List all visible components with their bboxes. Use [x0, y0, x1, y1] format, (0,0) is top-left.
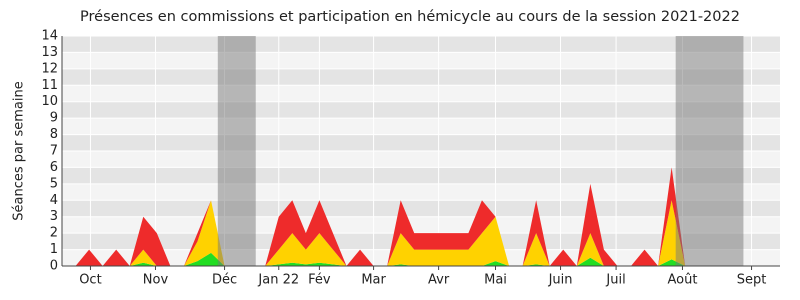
x-tick-label: Mar: [361, 273, 386, 288]
area: [75, 200, 767, 266]
shaded-period: [675, 36, 744, 266]
chart-title: Présences en commissions et participatio…: [80, 9, 740, 25]
y-tick-label: 14: [41, 29, 58, 44]
y-tick-label: 13: [41, 45, 58, 60]
y-tick-label: 3: [50, 209, 58, 224]
shaded-period: [217, 36, 256, 266]
y-tick-label: 0: [50, 259, 58, 274]
x-tick-label: Sept: [737, 273, 767, 288]
y-tick-label: 12: [41, 61, 58, 76]
y-axis-label: Séances par semaine: [12, 81, 27, 220]
grid-band: [62, 118, 780, 135]
x-tick-label: Déc: [212, 273, 237, 288]
x-tick-label: Avr: [428, 273, 450, 288]
y-tick-label: 8: [50, 127, 58, 142]
y-tick-label: 1: [50, 242, 58, 257]
grid-band: [62, 151, 780, 168]
x-tick-label: Jan 22: [257, 273, 299, 288]
x-tick-label: Mai: [484, 273, 507, 288]
x-tick-label: Juin: [548, 273, 573, 288]
y-tick-label: 9: [50, 111, 58, 126]
y-tick-label: 10: [41, 94, 58, 109]
grid-band: [62, 36, 780, 53]
y-tick-label: 7: [50, 144, 58, 159]
x-tick-label: Fév: [308, 273, 331, 288]
y-tick-label: 5: [50, 176, 58, 191]
x-tick-label: Juil: [605, 273, 625, 288]
x-tick-label: Oct: [79, 273, 101, 288]
x-tick-label: Nov: [143, 273, 169, 288]
area: [75, 252, 767, 266]
y-tick-label: 4: [50, 193, 58, 208]
y-tick-label: 6: [50, 160, 58, 175]
area: [75, 167, 767, 266]
y-tick-label: 11: [41, 78, 58, 93]
grid-band: [62, 134, 780, 151]
grid-band: [62, 85, 780, 102]
y-tick-label: 2: [50, 226, 58, 241]
x-tick-label: Août: [667, 273, 697, 288]
grid-band: [62, 52, 780, 69]
grid-band: [62, 68, 780, 86]
grid-band: [62, 101, 780, 119]
